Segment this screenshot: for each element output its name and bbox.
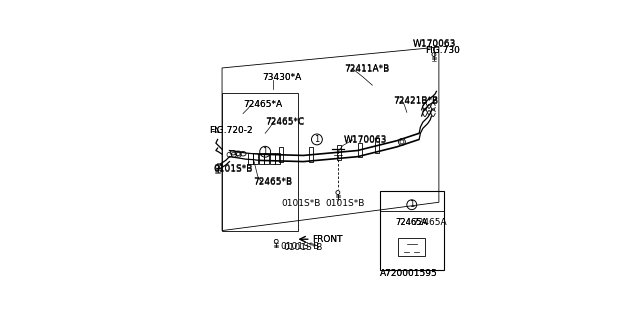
Text: A720001595: A720001595 [380,269,438,278]
Text: 72411A*B: 72411A*B [344,64,389,73]
Bar [279,148,283,162]
Bar [264,153,269,164]
Text: 0101S*B: 0101S*B [281,199,321,208]
Text: W170063: W170063 [344,136,387,145]
Text: 1: 1 [409,200,415,209]
Text: 72465*B: 72465*B [253,178,292,187]
Text: FRONT: FRONT [312,235,342,244]
Bar [398,238,426,256]
Text: 72421B*B: 72421B*B [394,97,438,106]
Text: FRONT: FRONT [312,235,342,244]
Text: 1: 1 [262,147,268,156]
Bar [248,153,253,164]
Text: 72465*C: 72465*C [265,118,305,127]
Bar [337,145,341,160]
Bar [275,153,280,164]
Text: FIG.720-2: FIG.720-2 [209,126,253,135]
Text: 1: 1 [314,135,319,144]
Text: FIG.730: FIG.730 [425,46,460,55]
Text: 0101S*B: 0101S*B [280,242,319,251]
Bar [375,138,380,153]
Text: 0101S*B: 0101S*B [213,165,253,174]
Text: FIG.730: FIG.730 [425,46,460,55]
Text: 72465*A: 72465*A [243,100,282,109]
Text: 72465A: 72465A [396,218,428,227]
Text: 73430*A: 73430*A [262,73,302,82]
Text: A720001595: A720001595 [380,269,438,278]
Text: 0101S*B: 0101S*B [213,164,253,173]
Bar [380,191,444,270]
Bar [308,148,313,162]
Text: 0101S*B: 0101S*B [326,199,365,208]
Text: 72465*B: 72465*B [253,177,292,186]
Text: 72465A: 72465A [396,218,428,227]
Bar [269,153,275,164]
Text: W170063: W170063 [413,39,456,48]
Text: 72421B*B: 72421B*B [394,96,438,105]
Text: W170063: W170063 [344,135,387,144]
Text: 0101S*B: 0101S*B [284,243,323,252]
Text: W170063: W170063 [413,40,456,49]
Bar [259,153,264,164]
Text: 73430*A: 73430*A [262,73,302,82]
Text: FIG.720-2: FIG.720-2 [209,125,253,135]
Text: 72411A*B: 72411A*B [344,65,389,74]
Bar [253,153,259,164]
Bar [358,142,362,157]
Text: 72465A: 72465A [412,218,447,227]
Text: 72465*C: 72465*C [265,117,305,126]
Text: 72465*A: 72465*A [243,100,282,109]
